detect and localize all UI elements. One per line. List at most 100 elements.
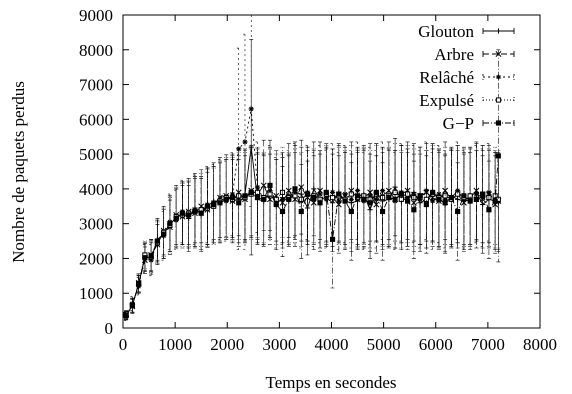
data-point	[173, 215, 179, 222]
ticks-layer: 0 1000 2000 3000 4000 5000 6000 7000 8000 0 1000 20…	[79, 6, 557, 354]
plot-frame	[122, 14, 541, 329]
error-bar	[142, 240, 147, 270]
y-tick-label: 8000	[79, 41, 113, 60]
data-point	[304, 191, 311, 197]
legend-marker	[495, 51, 502, 57]
series-5	[123, 49, 501, 320]
error-bar	[236, 159, 241, 247]
error-bar	[180, 183, 185, 247]
legend-label: G−P	[443, 114, 474, 133]
data-point	[198, 210, 204, 216]
legend-item-1: Glouton	[418, 22, 515, 41]
series-line	[125, 147, 499, 317]
data-point	[254, 195, 261, 201]
legend-marker	[495, 120, 502, 126]
legend-label: Arbre	[434, 45, 474, 64]
data-point	[323, 189, 329, 195]
data-point	[211, 201, 217, 208]
legend-label: Expulsé	[419, 91, 474, 110]
error-bar	[242, 33, 247, 251]
error-bar	[174, 188, 179, 249]
y-tick-label: 1000	[79, 284, 113, 303]
data-point	[361, 196, 367, 202]
error-bar	[130, 297, 135, 313]
legend-item-3: Relâché	[419, 68, 515, 87]
data-point	[192, 208, 198, 215]
y-tick-label: 7000	[79, 76, 113, 95]
error-bar	[224, 159, 229, 240]
error-bar	[236, 152, 241, 240]
error-bar	[217, 162, 222, 244]
legend-marker	[495, 97, 502, 103]
data-point	[436, 196, 442, 202]
data-point	[461, 193, 467, 199]
data-point	[273, 201, 279, 208]
data-point	[317, 200, 323, 206]
data-point	[236, 200, 242, 206]
x-tick-label: 8000	[523, 335, 557, 354]
data-point	[373, 189, 379, 195]
data-point	[142, 255, 148, 261]
data-point	[398, 191, 404, 197]
data-point	[204, 203, 211, 209]
series-2	[123, 139, 502, 320]
data-point	[336, 191, 342, 197]
data-point	[148, 257, 154, 263]
data-point	[467, 198, 473, 204]
error-bar	[136, 274, 141, 293]
data-point	[279, 208, 286, 215]
data-point	[229, 195, 236, 201]
data-point	[298, 208, 304, 215]
data-point	[261, 196, 267, 202]
x-tick-label: 6000	[419, 335, 453, 354]
legend-label: Relâché	[419, 68, 474, 87]
legend-label: Glouton	[418, 22, 474, 41]
data-point	[242, 193, 248, 199]
data-point	[223, 196, 229, 202]
data-point	[248, 106, 254, 112]
data-point	[311, 195, 317, 201]
data-point	[367, 200, 373, 206]
x-tick-label: 4000	[315, 335, 349, 354]
y-tick-label: 0	[105, 319, 114, 338]
data-point	[448, 195, 454, 201]
error-bar	[161, 211, 166, 261]
data-point	[430, 189, 436, 195]
data-point	[486, 207, 492, 213]
data-point	[417, 193, 423, 199]
data-point	[236, 146, 242, 152]
data-point	[267, 182, 273, 188]
data-point	[354, 188, 361, 194]
legend-swatch-line	[482, 51, 515, 57]
data-point	[286, 196, 292, 202]
data-point	[161, 231, 167, 237]
data-point	[179, 210, 186, 216]
data-point	[386, 195, 392, 201]
data-point	[186, 212, 192, 218]
y-tick-label: 3000	[79, 215, 113, 234]
data-point	[495, 153, 501, 159]
data-point	[129, 302, 135, 308]
x-tick-label: 5000	[367, 335, 401, 354]
legend-marker	[495, 74, 502, 80]
y-axis-label: Nombre de paquets perdus	[9, 81, 28, 263]
data-point	[342, 198, 348, 204]
data-point	[167, 221, 173, 227]
legend-item-5: G−P	[443, 114, 515, 133]
data-point	[405, 198, 411, 204]
series-line	[125, 155, 499, 316]
data-point	[267, 188, 273, 194]
data-point	[217, 200, 223, 206]
data-point	[348, 208, 354, 215]
x-tick-label: 7000	[471, 335, 505, 354]
data-point	[154, 238, 160, 244]
data-point	[455, 208, 461, 215]
data-point	[423, 201, 429, 208]
series-layer	[123, 14, 502, 321]
data-point	[492, 198, 498, 204]
data-point	[455, 191, 461, 197]
data-point	[123, 312, 129, 318]
legend-item-4: Expulsé	[419, 91, 515, 110]
data-point	[380, 208, 386, 215]
